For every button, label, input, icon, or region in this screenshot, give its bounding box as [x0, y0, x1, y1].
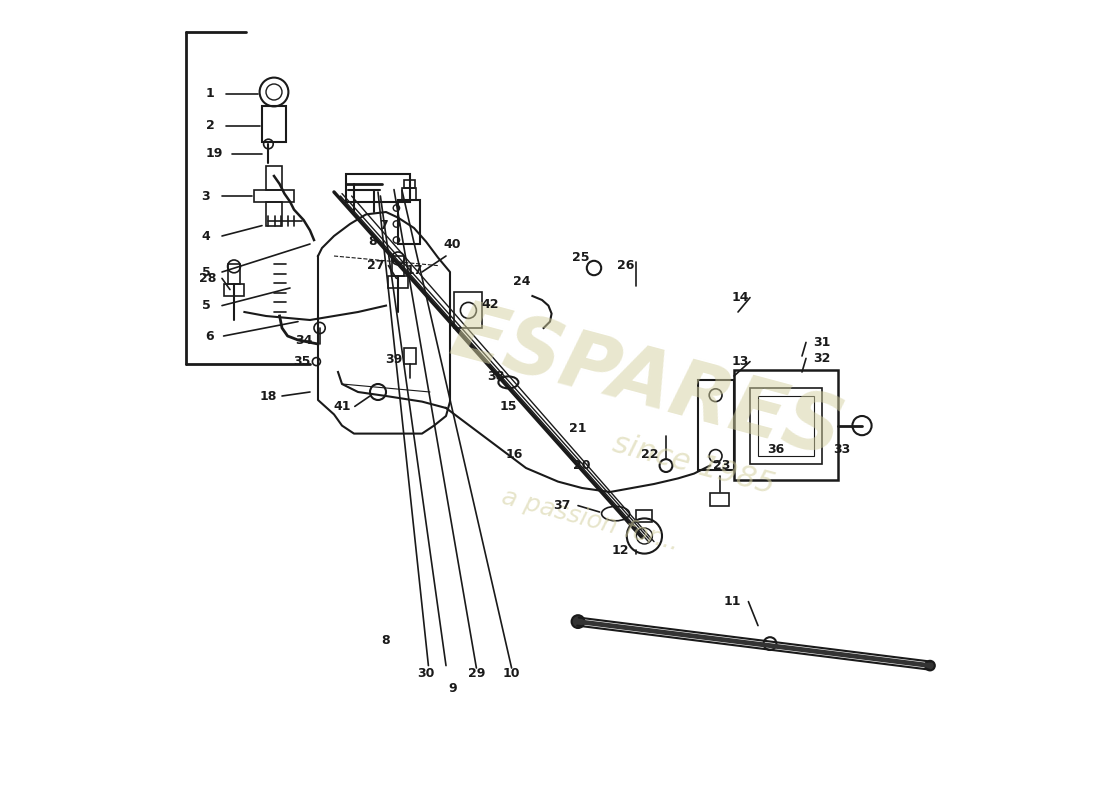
Text: 29: 29: [468, 667, 485, 680]
Text: 27: 27: [366, 259, 384, 272]
Text: 11: 11: [724, 595, 741, 608]
Text: 25: 25: [572, 251, 590, 264]
Bar: [392, 256, 405, 276]
Text: 16: 16: [505, 448, 522, 461]
Text: 10: 10: [503, 667, 520, 680]
Bar: [710, 493, 729, 506]
Text: 23: 23: [713, 459, 730, 472]
Text: since 1985: since 1985: [609, 429, 778, 499]
Bar: [698, 380, 734, 470]
Text: 8: 8: [368, 235, 376, 248]
Text: 19: 19: [206, 147, 222, 160]
Text: 33: 33: [834, 443, 850, 456]
Text: 15: 15: [499, 400, 517, 413]
Text: 35: 35: [294, 355, 310, 368]
Text: 41: 41: [333, 400, 351, 413]
Bar: [224, 284, 243, 296]
Text: 3: 3: [201, 190, 210, 202]
Text: 31: 31: [813, 336, 830, 349]
Text: 12: 12: [612, 544, 629, 557]
Text: a passion for...: a passion for...: [498, 485, 681, 555]
Bar: [454, 292, 482, 328]
Text: 36: 36: [767, 443, 784, 456]
Text: 13: 13: [732, 355, 749, 368]
Text: 34: 34: [295, 334, 312, 346]
Text: 40: 40: [443, 238, 461, 250]
Text: 37: 37: [553, 499, 571, 512]
Text: 32: 32: [813, 352, 830, 365]
Bar: [404, 180, 415, 188]
Text: 21: 21: [570, 422, 586, 434]
Text: 5: 5: [201, 299, 210, 312]
Circle shape: [572, 615, 584, 628]
Text: 28: 28: [199, 272, 217, 285]
Text: 17: 17: [405, 264, 422, 277]
Text: 18: 18: [260, 390, 277, 402]
Circle shape: [925, 661, 935, 670]
Bar: [228, 264, 241, 284]
Text: 4: 4: [201, 230, 210, 242]
Text: 39: 39: [385, 354, 403, 366]
Text: 5: 5: [201, 266, 210, 278]
Bar: [402, 188, 417, 200]
Text: 6: 6: [206, 330, 214, 342]
Text: 42: 42: [482, 298, 498, 310]
Text: 22: 22: [641, 448, 659, 461]
Bar: [405, 348, 417, 364]
Bar: [637, 510, 652, 522]
Text: 9: 9: [448, 682, 456, 694]
Text: 24: 24: [514, 275, 530, 288]
Bar: [346, 174, 410, 202]
Bar: [398, 200, 420, 244]
Text: 8: 8: [382, 634, 390, 646]
Text: 2: 2: [206, 119, 214, 132]
Text: 7: 7: [379, 219, 388, 232]
Text: 20: 20: [573, 459, 591, 472]
Text: 30: 30: [417, 667, 434, 680]
Text: 38: 38: [487, 370, 504, 382]
Text: 26: 26: [617, 259, 635, 272]
Bar: [734, 370, 838, 480]
Text: 1: 1: [206, 87, 214, 100]
Text: 14: 14: [732, 291, 749, 304]
Bar: [758, 396, 814, 456]
Bar: [266, 202, 282, 226]
Bar: [254, 190, 294, 202]
Text: ESPARES: ESPARES: [442, 294, 850, 474]
Bar: [750, 388, 822, 464]
Bar: [266, 166, 282, 190]
Bar: [262, 106, 286, 142]
Bar: [388, 276, 408, 288]
